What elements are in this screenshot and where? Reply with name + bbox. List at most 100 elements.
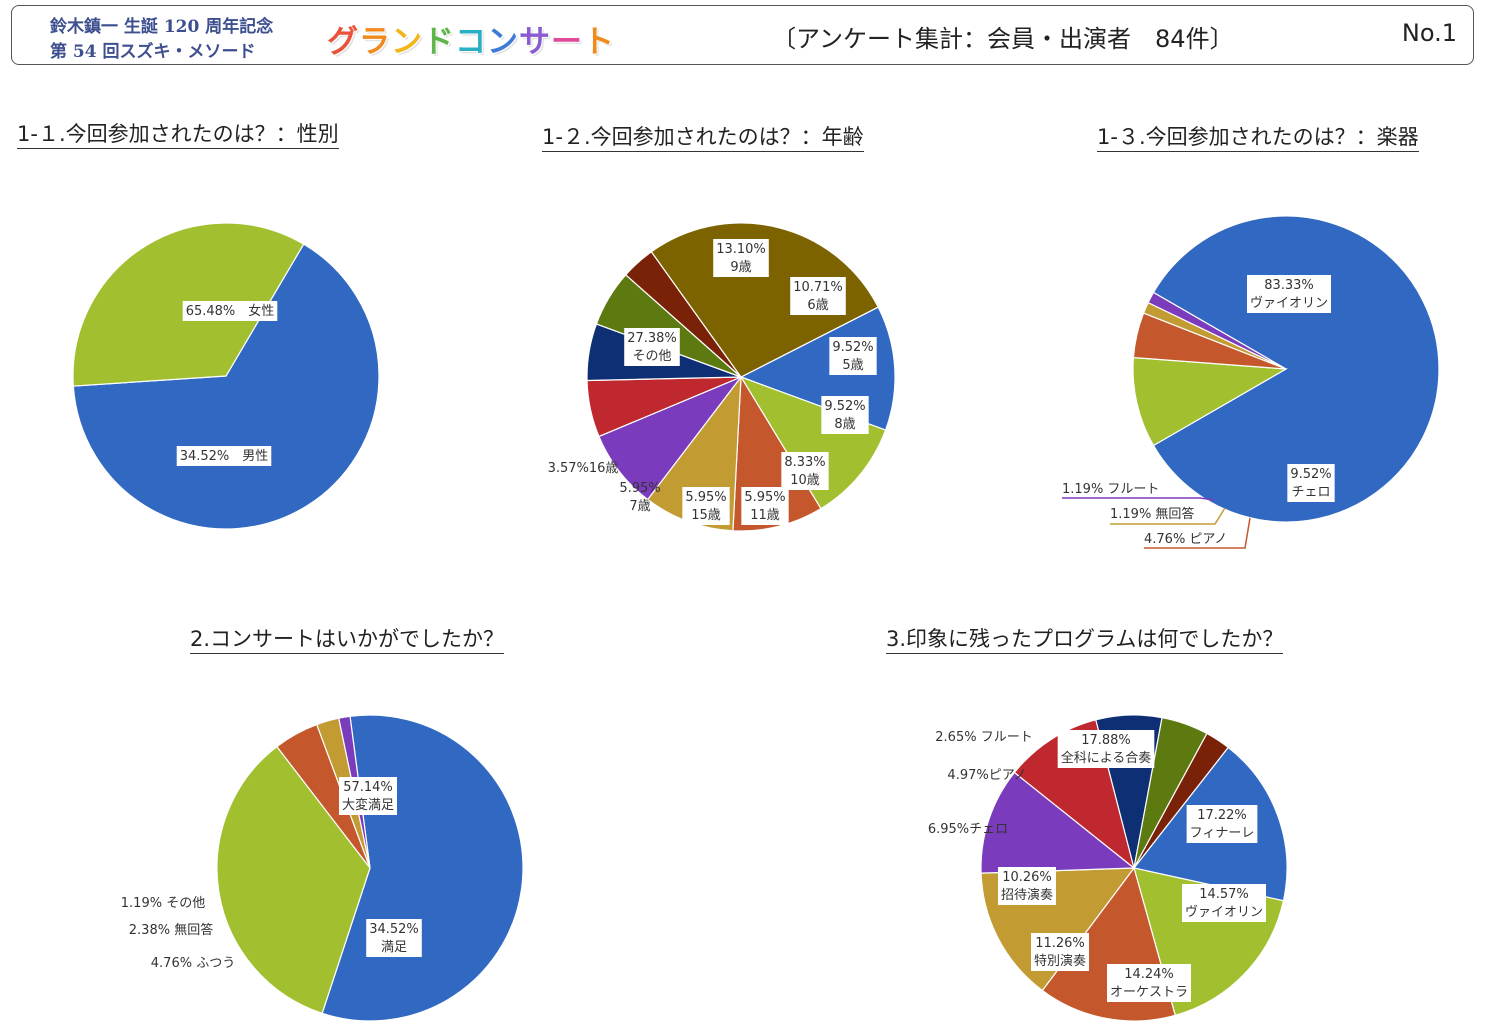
slice-label-satisfaction-4: 1.19% その他 [121,896,205,911]
chart-title-gender: 1-１.今回参加されたのは？：性別 [17,121,339,149]
slice-label-program-4-text: 11.26% [1035,936,1085,951]
slice-label-program-2: 14.57% ヴァイオリン [1181,884,1267,922]
slice-label-age-0-box [713,239,769,277]
slice-label-age-9-text: その他 [632,349,671,364]
slice-label-program-8: 2.65% フルート [935,730,1032,745]
slice-label-satisfaction-3-text: 2.38% 無回答 [129,922,213,938]
pie-slice-instrument-0 [1152,215,1440,523]
slice-label-age-6-box [682,487,730,525]
slice-label-program-0-box [1057,730,1155,768]
slice-label-program-2-text: 14.57% [1199,887,1249,902]
brand-logo: グランドコンサート [327,24,615,60]
slice-label-program-4: 11.26% 特別演奏 [1030,933,1090,971]
slice-label-program-6: 6.95%チェロ [928,822,1008,837]
pie-slice-age-1 [739,375,887,510]
slice-label-age-5-text: 11歳 [750,508,780,523]
slice-label-instrument-4-leader [1062,497,1215,501]
slice-label-age-4-box [781,452,829,490]
slice-label-program-3: 14.24% オーケストラ [1106,964,1192,1002]
slice-label-program-5: 10.26% 招待演奏 [997,867,1057,905]
slice-label-age-3-text: 8歳 [834,417,855,432]
chart-title-program: 3.印象に残ったプログラムは何でしたか？ [886,626,1284,654]
slice-label-satisfaction-0-text: 57.14% [343,780,393,795]
slice-label-instrument-3: 1.19% 無回答 [1110,506,1226,525]
slice-label-instrument-2-leader [1144,517,1251,549]
slice-label-satisfaction-2: 4.76% ふつう [151,956,235,971]
slice-label-satisfaction-1-text: 34.52% [369,922,419,937]
slice-label-age-5-text: 5.95% [744,490,785,505]
pie-chart-instrument: 83.33% ヴァイオリン 9.52% チェロ 4.76% ピアノ 1.19% 無回答 1.… [1062,215,1440,549]
slice-label-program-1: 17.22% フィナーレ [1186,805,1258,843]
pie-slice-satisfaction-1 [216,745,371,1015]
slice-label-instrument-1: 9.52% チェロ [1287,464,1335,502]
slice-label-instrument-4: 1.19% フルート [1062,482,1215,501]
slice-label-gender-1-text: 34.52% 男性 [180,449,269,464]
pie-slice-program-8 [1133,732,1230,869]
slice-label-instrument-1-text: チェロ [1291,485,1330,500]
slice-label-age-2: 9.52% 5歳 [829,337,877,375]
slice-label-program-1-box [1186,805,1258,843]
slice-label-instrument-0-text: ヴァイオリン [1250,295,1328,311]
slice-label-age-0-text: 13.10% [716,242,766,257]
slice-label-program-8-text: 2.65% フルート [935,730,1032,745]
slice-label-satisfaction-0-text: 大変満足 [342,797,394,813]
slice-label-satisfaction-4-text: 1.19% その他 [121,896,205,911]
pie-chart-satisfaction: 57.14% 大変満足 34.52% 満足 4.76% ふつう 2.38% 無回答 1.19… [121,714,524,1022]
slice-label-program-3-box [1106,964,1192,1002]
slice-label-program-3-text: オーケストラ [1110,985,1188,1000]
slice-label-instrument-3-leader [1110,507,1226,525]
slice-label-gender-0-text: 65.48% 女性 [186,303,275,319]
survey-summary: 〔アンケート集計：会員・出演者 84件〕 [772,25,1234,53]
slice-label-age-7: 5.95% 7歳 [619,481,660,514]
slice-label-age-2-text: 5歳 [842,358,863,373]
slice-label-age-1: 10.71% 6歳 [790,277,846,315]
header-subtitle-line1: 鈴木鎮一 生誕 120 周年記念 [50,17,274,37]
slice-label-program-5-text: 招待演奏 [1001,887,1053,903]
slice-label-program-3-text: 14.24% [1124,967,1174,982]
slice-label-satisfaction-2-text: 4.76% ふつう [151,956,235,971]
slice-label-satisfaction-0-box [338,777,398,815]
slice-label-program-7: 4.97%ピアノ [947,768,1026,783]
slice-label-program-0-text: 17.88% [1081,733,1131,748]
slice-label-instrument-2-text: 4.76% ピアノ [1144,532,1227,547]
slice-label-satisfaction-1: 34.52% 満足 [366,919,422,957]
slice-label-program-0: 17.88% 全科による合奏 [1057,730,1155,768]
slice-label-satisfaction-1-box [366,919,422,957]
slice-label-age-2-text: 9.52% [832,340,873,355]
slice-label-age-1-text: 10.71% [793,280,843,295]
slice-label-program-5-box [997,867,1057,905]
chart-title-satisfaction: 2.コンサートはいかがでしたか？ [190,626,505,654]
slice-label-age-5-box [741,487,789,525]
slice-label-age-7-text: 7歳 [629,499,650,514]
pie-slice-program-4 [980,771,1136,874]
slice-label-age-5: 5.95% 11歳 [741,487,789,525]
slice-label-age-0-text: 9歳 [730,260,751,275]
slice-label-gender-1: 34.52% 男性 [176,446,272,466]
slice-label-age-6-text: 15歳 [691,508,721,523]
slice-label-satisfaction-3: 2.38% 無回答 [129,922,213,938]
slice-label-age-0: 13.10% 9歳 [713,239,769,277]
slice-label-age-6: 5.95% 15歳 [682,487,730,525]
slice-label-program-1-text: フィナーレ [1190,826,1255,841]
slice-label-age-8: 3.57%16歳 [548,461,619,476]
pie-slice-instrument-4 [1147,291,1287,370]
slice-label-age-4: 8.33% 10歳 [781,452,829,490]
slice-label-program-2-text: ヴァイオリン [1185,904,1263,920]
slice-label-instrument-0-box [1246,275,1332,313]
pie-chart-gender: 65.48% 女性 34.52% 男性 [72,222,380,530]
slice-label-age-3-text: 9.52% [824,399,865,414]
pie-chart-program: 17.88% 全科による合奏 17.22% フィナーレ 14.57% ヴァイオリン 14.2… [928,714,1288,1022]
chart-title-age: 1-２.今回参加されたのは？：年齢 [542,124,864,152]
page-number: No.1 [1401,19,1457,47]
slice-label-age-8-text: 3.57%16歳 [548,461,619,476]
slice-label-program-5-text: 10.26% [1002,870,1052,885]
slice-label-program-7-text: 4.97%ピアノ [947,768,1026,783]
slice-label-satisfaction-1-text: 満足 [381,940,407,955]
slice-label-age-1-box [790,277,846,315]
slice-label-age-6-text: 5.95% [685,490,726,505]
page-header: 鈴木鎮一 生誕 120 周年記念 第 54 回スズキ・メソード グランドコンサー… [11,5,1474,65]
slice-label-age-9-text: 27.38% [627,331,677,346]
slice-label-age-4-text: 8.33% [784,455,825,470]
slice-label-instrument-3-text: 1.19% 無回答 [1110,506,1194,522]
